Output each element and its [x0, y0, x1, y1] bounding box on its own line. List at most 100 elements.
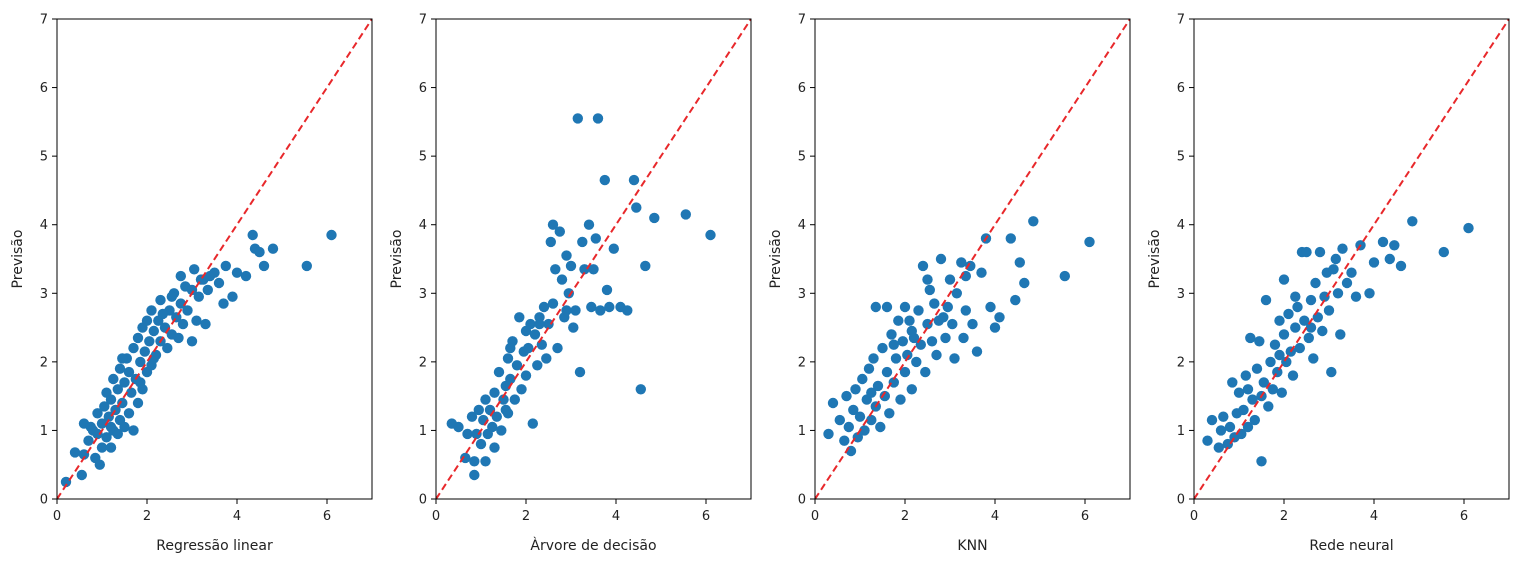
- x-tick-label: 0: [53, 509, 61, 524]
- data-point: [516, 384, 527, 395]
- data-point: [141, 315, 153, 326]
- data-point: [189, 264, 200, 275]
- data-point: [989, 322, 1001, 333]
- data-point: [112, 428, 124, 440]
- data-point: [839, 435, 850, 446]
- data-point: [1463, 222, 1474, 234]
- data-point: [911, 356, 922, 368]
- y-axis-label: Previsão: [10, 230, 26, 289]
- data-point: [547, 219, 559, 230]
- data-point: [500, 404, 511, 416]
- data-point: [96, 442, 108, 453]
- data-point: [1010, 294, 1021, 306]
- data-point: [705, 229, 716, 241]
- data-point: [1014, 257, 1025, 268]
- data-point: [1274, 315, 1285, 326]
- y-tick-label: 3: [798, 287, 806, 302]
- data-point: [841, 390, 852, 402]
- data-point: [489, 387, 500, 398]
- data-point: [135, 377, 146, 388]
- y-tick-label: 4: [40, 218, 48, 233]
- data-point: [960, 305, 971, 316]
- y-tick-label: 1: [419, 424, 427, 439]
- data-point: [854, 411, 866, 422]
- data-point: [493, 366, 505, 378]
- y-tick-label: 2: [1177, 355, 1185, 370]
- data-point: [157, 308, 168, 320]
- data-point: [144, 336, 155, 347]
- y-tick-label: 0: [798, 493, 806, 508]
- data-point: [680, 209, 691, 220]
- data-point: [119, 377, 130, 388]
- data-point: [1256, 456, 1267, 467]
- data-point: [191, 315, 202, 326]
- y-tick-label: 4: [1177, 218, 1185, 233]
- y-tick-label: 2: [419, 355, 427, 370]
- data-point: [951, 288, 962, 299]
- data-point: [890, 353, 902, 364]
- data-point: [520, 370, 532, 381]
- data-point: [175, 270, 186, 282]
- data-point: [868, 353, 879, 364]
- data-point: [922, 318, 933, 330]
- data-point: [117, 353, 128, 364]
- y-tick-label: 2: [40, 355, 48, 370]
- data-point: [628, 174, 640, 186]
- x-tick-label: 4: [612, 509, 620, 524]
- data-point: [498, 394, 509, 405]
- data-point: [505, 342, 516, 354]
- data-point: [96, 418, 108, 429]
- data-point: [601, 284, 613, 296]
- data-point: [947, 318, 958, 330]
- y-tick-label: 7: [419, 13, 427, 28]
- y-tick-label: 1: [1177, 424, 1185, 439]
- data-point: [915, 339, 926, 350]
- data-point: [1240, 370, 1252, 381]
- data-point: [888, 339, 899, 350]
- data-point: [1294, 342, 1306, 354]
- data-point: [1059, 270, 1071, 282]
- data-point: [209, 267, 220, 278]
- data-point: [1028, 216, 1039, 227]
- data-point: [848, 404, 859, 416]
- y-tick-label: 5: [798, 150, 806, 165]
- data-point: [1218, 411, 1229, 422]
- x-tick-label: 2: [901, 509, 909, 524]
- data-point: [554, 226, 565, 237]
- data-point: [78, 449, 90, 460]
- data-point: [1005, 233, 1016, 244]
- reference-line: [815, 19, 1130, 499]
- subplot-3: 0 2 4 6 0 1 2 3 4 5 6 7 KNN Previsão: [768, 13, 1131, 554]
- data-point: [850, 384, 861, 395]
- data-point: [1290, 291, 1301, 302]
- data-point: [162, 342, 173, 354]
- subplot-4: 0 2 4 6 0 1 2 3 4 5 6 7 Rede neural Previsão: [1147, 13, 1510, 554]
- data-point: [1326, 366, 1337, 378]
- data-point: [1301, 246, 1312, 258]
- data-point: [1263, 401, 1274, 412]
- data-point: [917, 260, 929, 272]
- data-point: [906, 384, 917, 395]
- scatter-points: [1202, 216, 1474, 467]
- data-point: [538, 301, 550, 313]
- y-tick-label: 6: [40, 81, 48, 96]
- data-point: [586, 301, 597, 313]
- data-point: [155, 294, 166, 306]
- data-point: [87, 425, 99, 436]
- data-point: [1233, 387, 1245, 398]
- x-tick-label: 2: [1280, 509, 1288, 524]
- data-point: [543, 318, 554, 330]
- data-point: [1389, 240, 1400, 251]
- data-point: [534, 318, 545, 330]
- reference-line: [1194, 19, 1509, 499]
- x-tick-label: 2: [143, 509, 151, 524]
- data-point: [899, 301, 911, 313]
- data-point: [561, 250, 572, 261]
- data-point: [944, 274, 956, 285]
- x-tick-label: 6: [702, 509, 710, 524]
- data-point: [491, 411, 502, 422]
- data-point: [926, 336, 938, 347]
- data-point: [525, 318, 536, 330]
- data-point: [76, 469, 88, 481]
- data-point: [123, 408, 135, 419]
